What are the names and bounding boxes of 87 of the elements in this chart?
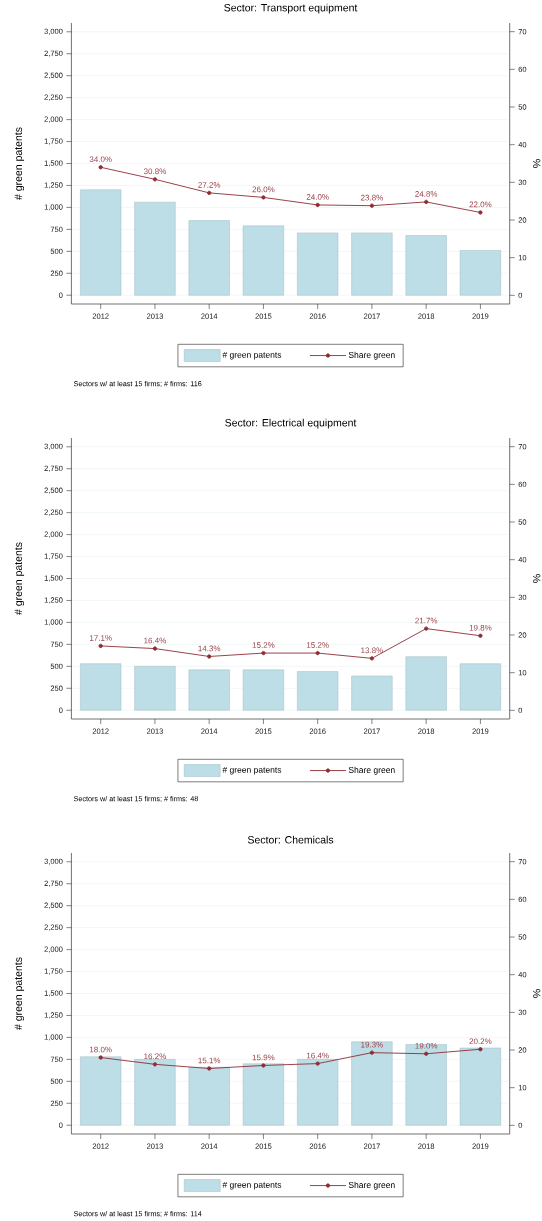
bar xyxy=(459,663,501,711)
data-label: 19.0% xyxy=(415,1042,438,1049)
y2-axis-title: % xyxy=(533,989,541,998)
point xyxy=(207,1066,212,1071)
data-label: 17.1% xyxy=(89,635,112,641)
bar xyxy=(242,669,285,711)
legend-label: Share green xyxy=(348,351,395,360)
point xyxy=(478,210,483,215)
point xyxy=(369,1050,375,1055)
bar xyxy=(297,1059,339,1126)
bar xyxy=(351,232,393,296)
data-label: 27.2% xyxy=(198,182,221,188)
data-label: 24.8% xyxy=(415,191,438,197)
bar xyxy=(80,1056,122,1126)
bar xyxy=(80,663,122,711)
point xyxy=(261,195,266,200)
bar xyxy=(188,220,230,296)
data-label: 19.3% xyxy=(361,1041,383,1048)
bar xyxy=(134,1059,176,1126)
data-label: 34.0% xyxy=(89,156,112,163)
data-label: 24.0% xyxy=(306,194,329,200)
y2-axis-title: % xyxy=(533,159,541,168)
y2-axis-title: % xyxy=(533,574,541,583)
bar xyxy=(297,232,339,296)
y-axis-title: # green patents xyxy=(14,542,25,615)
point xyxy=(315,650,320,656)
data-label: 20.2% xyxy=(469,1038,492,1045)
data-label: 22.0% xyxy=(469,201,492,208)
data-label: 14.3% xyxy=(198,645,221,652)
bar xyxy=(459,250,501,296)
point xyxy=(261,650,266,656)
data-label: 16.4% xyxy=(144,637,166,644)
legend-label: # green patents xyxy=(222,1181,282,1190)
bar xyxy=(459,1047,501,1126)
bar xyxy=(405,235,447,296)
point xyxy=(478,1047,483,1052)
data-label: 15.1% xyxy=(198,1057,221,1064)
point xyxy=(152,646,158,651)
data-label: 16.4% xyxy=(306,1052,329,1059)
point xyxy=(369,203,375,208)
legend-label: Share green xyxy=(348,766,395,775)
point xyxy=(152,177,158,182)
point xyxy=(478,633,483,638)
point xyxy=(424,626,429,631)
data-label: 16.2% xyxy=(144,1053,166,1060)
data-label: 19.8% xyxy=(469,624,492,631)
point xyxy=(424,1051,429,1056)
legend-label: Share green xyxy=(348,1181,395,1190)
chart-title: Sector: Electrical equipment xyxy=(225,418,357,429)
bar xyxy=(242,1063,285,1126)
point xyxy=(261,1063,266,1068)
data-label: 21.7% xyxy=(415,617,438,624)
data-label: 18.0% xyxy=(89,1046,112,1053)
point xyxy=(98,643,103,649)
y-axis-title: # green patents xyxy=(14,957,25,1030)
bar xyxy=(134,201,176,296)
point xyxy=(98,165,103,170)
chart-title: Sector: Transport equipment xyxy=(224,3,358,14)
bar xyxy=(188,669,230,711)
bar xyxy=(351,1041,393,1126)
data-label: 30.8% xyxy=(143,168,166,175)
point xyxy=(369,656,375,661)
bar xyxy=(242,225,285,296)
bar xyxy=(297,671,339,711)
data-label: 15.2% xyxy=(306,642,329,648)
point xyxy=(98,1055,103,1060)
legend-label: # green patents xyxy=(222,351,282,360)
point xyxy=(207,190,212,196)
chart-title: Sector: Chemicals xyxy=(247,835,334,844)
point xyxy=(315,202,320,208)
y-axis-title: # green patents xyxy=(14,127,25,200)
bar xyxy=(80,189,122,296)
bar xyxy=(351,675,393,711)
point xyxy=(207,654,212,659)
bar xyxy=(405,1044,447,1126)
bar xyxy=(134,666,176,711)
bar xyxy=(188,1067,230,1126)
data-label: 13.8% xyxy=(361,647,383,654)
legend-label: # green patents xyxy=(222,766,282,775)
point xyxy=(424,199,429,205)
point xyxy=(152,1062,158,1067)
bar xyxy=(405,656,447,711)
data-label: 26.0% xyxy=(252,186,275,193)
data-label: 23.8% xyxy=(360,194,383,201)
data-label: 15.2% xyxy=(252,642,275,648)
point xyxy=(315,1061,320,1066)
data-label: 15.9% xyxy=(252,1054,275,1061)
